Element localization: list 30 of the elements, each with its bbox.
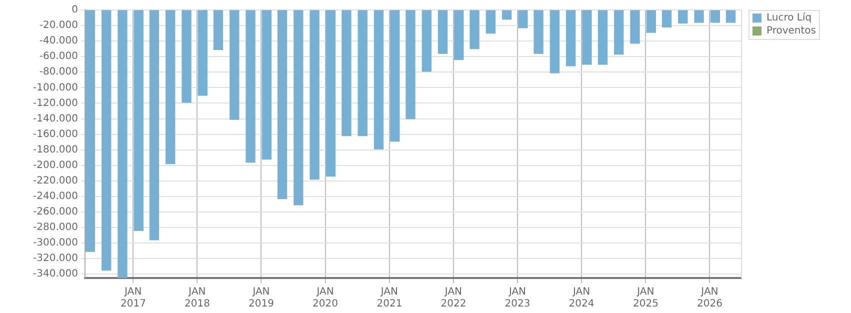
x-tick-label: JAN 2019 xyxy=(248,286,274,310)
y-tick-label: -60.000 xyxy=(39,51,78,62)
y-tick-label: -160.000 xyxy=(32,128,78,140)
y-tick-label: -300.000 xyxy=(32,238,78,249)
y-tick-label: -120.000 xyxy=(32,98,78,109)
y-tick-label: -220.000 xyxy=(32,175,78,186)
y-tick-label: -180.000 xyxy=(32,144,78,156)
x-tick-label: JAN 2024 xyxy=(568,286,594,310)
y-tick-label: -340.000 xyxy=(32,268,78,280)
y-tick-label: -200.000 xyxy=(32,160,78,171)
legend-label: Proventos xyxy=(766,26,816,37)
y-tick-label: -20.000 xyxy=(39,20,78,32)
y-tick-label: -280.000 xyxy=(32,222,78,234)
y-tick-label: -260.000 xyxy=(32,206,78,218)
y-tick-label: -140.000 xyxy=(32,113,78,124)
y-tick-label: -240.000 xyxy=(32,191,78,202)
x-tick-label: JAN 2020 xyxy=(312,286,338,310)
x-tick-label: JAN 2025 xyxy=(632,286,658,310)
y-tick-label: 0 xyxy=(72,4,78,16)
x-tick-label: JAN 2023 xyxy=(504,286,530,310)
x-tick-label: JAN 2017 xyxy=(120,286,146,310)
x-tick-label: JAN 2022 xyxy=(440,286,466,310)
x-tick-label: JAN 2018 xyxy=(184,286,210,310)
y-tick-label: -320.000 xyxy=(32,253,78,264)
x-tick-label: JAN 2021 xyxy=(376,286,402,310)
y-tick-label: -40.000 xyxy=(39,36,78,47)
y-tick-label: -80.000 xyxy=(39,66,78,78)
y-tick-label: -100.000 xyxy=(32,82,78,94)
x-tick-label: JAN 2026 xyxy=(697,286,722,310)
legend-label: Lucro Líq xyxy=(766,12,812,24)
